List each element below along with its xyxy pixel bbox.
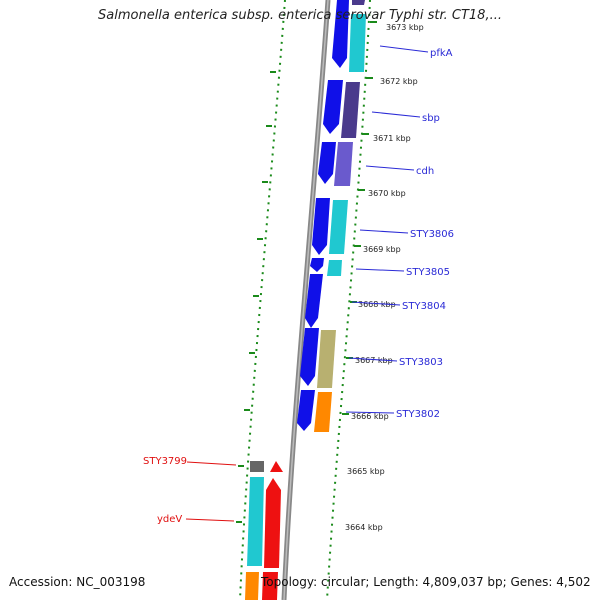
tick-label: 3672 kbp xyxy=(380,77,418,86)
tick-label: 3667 kbp xyxy=(355,356,393,365)
gene-label[interactable]: STY3804 xyxy=(402,301,446,312)
kbp-labels: 3673 kbp 3672 kbp 3671 kbp 3670 kbp 3669… xyxy=(345,23,424,532)
gene-label[interactable]: cdh xyxy=(416,166,434,177)
gene-label[interactable]: sbp xyxy=(422,113,440,124)
gene-labels: pfkA sbp cdh STY3806 STY3805 STY3804 STY… xyxy=(143,48,454,525)
feature-violet[interactable] xyxy=(334,142,353,186)
tick-label: 3673 kbp xyxy=(386,23,424,32)
forward-strand-genes xyxy=(297,0,349,431)
tick-label: 3671 kbp xyxy=(373,134,411,143)
genome-backbone-highlight xyxy=(283,0,329,600)
gene-arrow[interactable] xyxy=(323,80,343,134)
gene-arrow[interactable] xyxy=(300,328,319,386)
feature-cyan[interactable] xyxy=(329,200,348,254)
feature-red-arrow[interactable] xyxy=(264,478,281,568)
gene-arrow[interactable] xyxy=(312,198,330,255)
gene-label-lines xyxy=(185,45,429,522)
lower-feature-blocks xyxy=(245,461,283,600)
feature-orange[interactable] xyxy=(245,572,259,600)
gene-label[interactable]: ydeV xyxy=(157,514,182,525)
gene-label[interactable]: STY3799 xyxy=(143,456,187,467)
gene-arrow[interactable] xyxy=(332,0,349,68)
feature-purple[interactable] xyxy=(352,0,365,5)
tick-label: 3666 kbp xyxy=(351,412,389,421)
feature-cyan[interactable] xyxy=(327,260,342,276)
gene-arrow[interactable] xyxy=(305,274,323,328)
genome-summary: Topology: circular; Length: 4,809,037 bp… xyxy=(261,575,591,589)
feature-orange[interactable] xyxy=(314,392,332,432)
feature-khaki[interactable] xyxy=(317,330,336,388)
left-tick-marks xyxy=(236,71,276,523)
tick-label: 3664 kbp xyxy=(345,523,383,532)
gene-label[interactable]: STY3802 xyxy=(396,409,440,420)
tick-label: 3669 kbp xyxy=(363,245,401,254)
gene-label[interactable]: STY3805 xyxy=(406,267,450,278)
gene-label[interactable]: STY3803 xyxy=(399,357,443,368)
feature-red[interactable] xyxy=(262,572,278,600)
tick-label: 3670 kbp xyxy=(368,189,406,198)
outer-dotted-track xyxy=(239,0,371,600)
gene-arrow[interactable] xyxy=(318,142,336,184)
gene-arrow[interactable] xyxy=(310,258,324,272)
feature-gray[interactable] xyxy=(250,461,264,472)
feature-cyan[interactable] xyxy=(349,14,366,72)
feature-cyan[interactable] xyxy=(247,477,264,566)
gene-label[interactable]: STY3806 xyxy=(410,229,454,240)
tick-label: 3665 kbp xyxy=(347,467,385,476)
feature-red-arrow[interactable] xyxy=(270,461,283,472)
accession-label: Accession: NC_003198 xyxy=(9,575,146,589)
feature-blocks xyxy=(314,0,366,432)
tick-label: 3668 kbp xyxy=(358,300,396,309)
gene-label[interactable]: pfkA xyxy=(430,48,453,59)
feature-purple[interactable] xyxy=(341,82,360,138)
right-tick-marks xyxy=(342,21,377,415)
map-title: Salmonella enterica subsp. enterica sero… xyxy=(98,8,502,23)
gene-arrow[interactable] xyxy=(297,390,315,431)
